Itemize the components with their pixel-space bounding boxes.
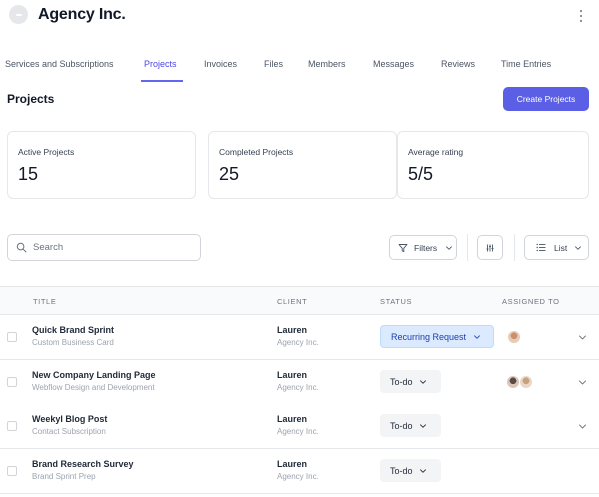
view-mode-label: List — [554, 242, 568, 253]
status-label: To-do — [390, 465, 413, 476]
status-dropdown[interactable]: To-do — [380, 459, 441, 482]
client-company: Agency Inc. — [277, 427, 319, 436]
create-projects-button[interactable]: Create Projects — [503, 87, 589, 111]
column-header-status[interactable]: STATUS — [380, 297, 413, 306]
status-dropdown[interactable]: Recurring Request — [380, 325, 494, 348]
chevron-down-icon — [474, 334, 480, 339]
project-title[interactable]: Weekyl Blog Post — [32, 414, 108, 424]
stat-card-completed-projects: Completed Projects 25 — [208, 131, 397, 199]
column-header-assigned-to[interactable]: ASSIGNED TO — [502, 297, 560, 306]
status-dropdown[interactable]: To-do — [380, 414, 441, 437]
list-icon — [536, 243, 546, 252]
project-title[interactable]: Brand Research Survey — [32, 459, 134, 469]
toolbar-divider — [467, 234, 468, 261]
page-title: Projects — [7, 92, 55, 106]
active-tab-indicator — [141, 80, 183, 82]
table-row[interactable]: Quick Brand Sprint Custom Business Card … — [0, 315, 599, 360]
search-icon — [16, 242, 27, 253]
tab-services-and-subscriptions[interactable]: Services and Subscriptions — [5, 59, 114, 69]
avatar[interactable] — [507, 330, 521, 344]
expand-row-icon[interactable] — [578, 333, 587, 342]
chevron-down-icon — [419, 468, 426, 473]
app-header: Agency Inc. — [0, 0, 599, 34]
tab-bar: Services and Subscriptions Projects Invo… — [0, 52, 599, 82]
toolbar-divider — [514, 234, 515, 261]
agency-logo — [9, 5, 28, 24]
app-title: Agency Inc. — [38, 6, 126, 23]
client-company: Agency Inc. — [277, 338, 319, 347]
project-subtitle: Contact Subscription — [32, 427, 106, 436]
project-title[interactable]: New Company Landing Page — [32, 370, 156, 380]
client-name: Lauren — [277, 459, 308, 469]
status-label: Recurring Request — [391, 331, 467, 342]
tab-reviews[interactable]: Reviews — [441, 59, 476, 69]
table-header: TITLE CLIENT STATUS ASSIGNED TO — [0, 286, 599, 315]
row-checkbox[interactable] — [7, 466, 17, 476]
view-mode-button[interactable]: List — [524, 235, 589, 260]
chevron-down-icon — [446, 245, 453, 250]
stat-label: Average rating — [408, 147, 464, 157]
chevron-down-icon — [575, 245, 582, 250]
column-settings-button[interactable] — [477, 235, 503, 260]
stat-value: 15 — [18, 164, 39, 184]
avatar[interactable] — [519, 375, 533, 389]
column-header-client[interactable]: CLIENT — [277, 297, 308, 306]
tab-time-entries[interactable]: Time Entries — [501, 59, 552, 69]
stat-card-average-rating: Average rating 5/5 — [397, 131, 589, 199]
client-name: Lauren — [277, 414, 308, 424]
tab-projects[interactable]: Projects — [144, 59, 177, 69]
client-name: Lauren — [277, 325, 308, 335]
filter-icon — [398, 243, 408, 252]
expand-row-icon[interactable] — [578, 378, 587, 387]
table-row[interactable]: Weekyl Blog Post Contact Subscription La… — [0, 404, 599, 449]
project-subtitle: Webflow Design and Development — [32, 383, 155, 392]
row-checkbox[interactable] — [7, 332, 17, 342]
stat-label: Completed Projects — [219, 147, 294, 157]
stat-label: Active Projects — [18, 147, 75, 157]
tab-invoices[interactable]: Invoices — [204, 59, 238, 69]
project-title[interactable]: Quick Brand Sprint — [32, 325, 115, 335]
kebab-menu-icon[interactable] — [577, 9, 585, 23]
status-label: To-do — [390, 376, 413, 387]
stat-value: 25 — [219, 164, 240, 184]
client-company: Agency Inc. — [277, 472, 319, 481]
status-dropdown[interactable]: To-do — [380, 370, 441, 393]
sliders-icon — [486, 244, 494, 251]
tab-messages[interactable]: Messages — [373, 59, 415, 69]
avatar[interactable] — [506, 375, 520, 389]
search-input[interactable] — [33, 242, 193, 253]
filters-button[interactable]: Filters — [389, 235, 457, 260]
table-row[interactable]: New Company Landing Page Webflow Design … — [0, 360, 599, 405]
filters-label: Filters — [414, 242, 438, 253]
tab-members[interactable]: Members — [308, 59, 346, 69]
stat-value: 5/5 — [408, 164, 434, 184]
chevron-down-icon — [419, 423, 426, 428]
client-name: Lauren — [277, 370, 308, 380]
table-row[interactable]: Brand Research Survey Brand Sprint Prep … — [0, 449, 599, 494]
column-header-title[interactable]: TITLE — [33, 297, 57, 306]
tab-files[interactable]: Files — [264, 59, 284, 69]
row-checkbox[interactable] — [7, 377, 17, 387]
stat-card-active-projects: Active Projects 15 — [7, 131, 196, 199]
project-subtitle: Brand Sprint Prep — [32, 472, 96, 481]
search-box[interactable] — [7, 234, 201, 261]
status-label: To-do — [390, 420, 413, 431]
chevron-down-icon — [419, 379, 426, 384]
row-checkbox[interactable] — [7, 421, 17, 431]
client-company: Agency Inc. — [277, 383, 319, 392]
project-subtitle: Custom Business Card — [32, 338, 114, 347]
expand-row-icon[interactable] — [578, 422, 587, 431]
